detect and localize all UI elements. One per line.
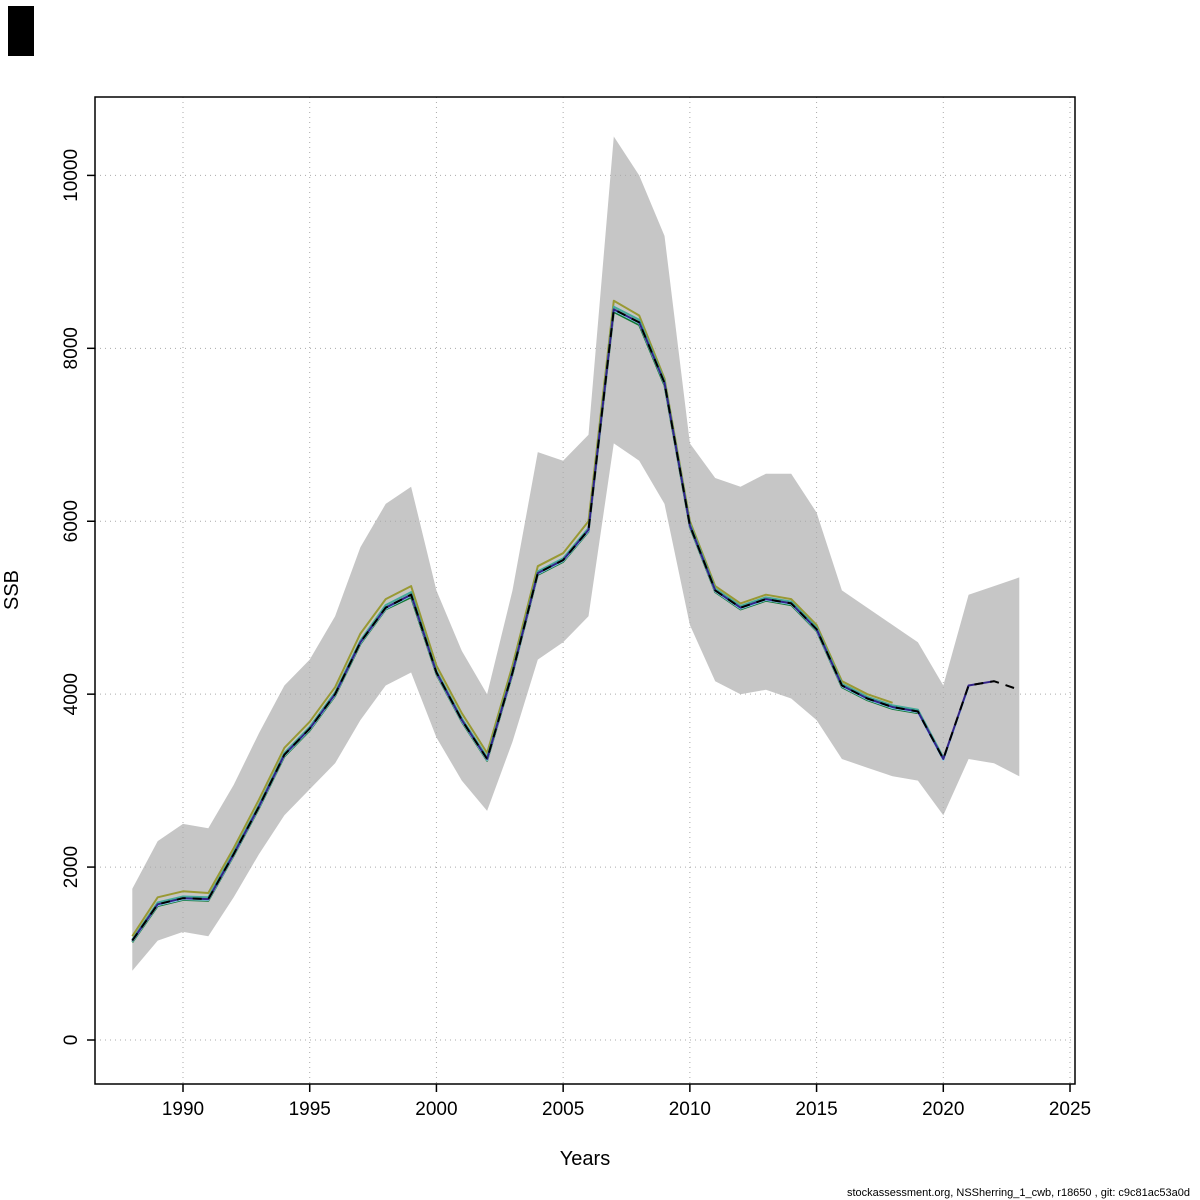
plot-box xyxy=(94,96,1076,1085)
footer-attribution: stockassessment.org, NSSherring_1_cwb, r… xyxy=(847,1187,1190,1199)
y-tick-label: 0 xyxy=(61,1035,82,1046)
x-tick-label: 2020 xyxy=(922,1099,964,1120)
series-final-estimate xyxy=(131,308,1020,942)
y-tick-label: 4000 xyxy=(61,673,82,715)
y-tick-label: 10000 xyxy=(61,149,82,202)
y-tick-label: 8000 xyxy=(61,327,82,369)
x-tick-label: 2025 xyxy=(1049,1099,1091,1120)
y-tick-label: 6000 xyxy=(61,500,82,542)
x-tick-label: 2005 xyxy=(542,1099,584,1120)
x-tick-label: 1990 xyxy=(162,1099,204,1120)
x-axis-title: Years xyxy=(560,1148,610,1170)
y-axis-title: SSB xyxy=(1,570,23,610)
x-tick-label: 2010 xyxy=(669,1099,711,1120)
series-retro-2018 xyxy=(131,299,893,937)
plot-layers: 1990 1995 2000 2005 2010 2015 2020 2025 0 2000 400… xyxy=(61,96,1091,1120)
x-tick-label: 1995 xyxy=(289,1099,331,1120)
y-tick-label: 2000 xyxy=(61,846,82,888)
x-tick-label: 2000 xyxy=(415,1099,457,1120)
corner-artifact xyxy=(8,6,34,56)
confidence-band xyxy=(132,136,1020,971)
x-tick-label: 2015 xyxy=(795,1099,837,1120)
